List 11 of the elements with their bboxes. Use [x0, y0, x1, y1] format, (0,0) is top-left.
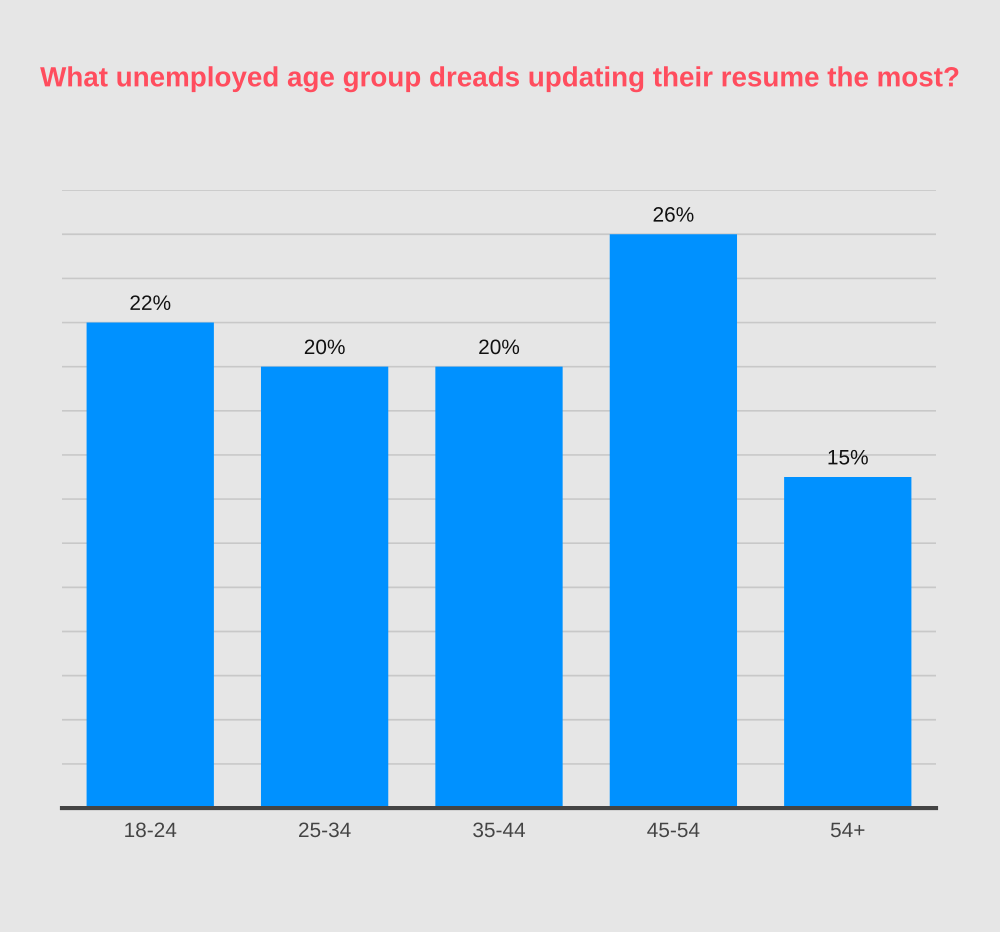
x-tick-label: 35-44 — [473, 822, 526, 838]
x-tick-label: 18-24 — [125, 822, 176, 838]
data-label: 20% — [479, 339, 520, 354]
data-label: 26% — [654, 207, 694, 222]
x-tick-label: 45-54 — [647, 822, 700, 838]
data-label: 22% — [130, 295, 170, 310]
data-label: 20% — [304, 339, 345, 354]
chart-title: What unemployed age group dreads updating their resume the most? — [40, 66, 958, 92]
x-tick-label: 54+ — [830, 822, 864, 838]
x-tick-label: 25-34 — [299, 822, 351, 838]
data-label: 15% — [828, 450, 868, 465]
